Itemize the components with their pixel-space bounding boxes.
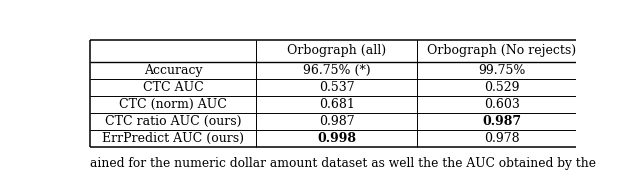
Text: 0.537: 0.537 [319,81,355,94]
Text: 0.998: 0.998 [317,132,356,145]
Text: 0.987: 0.987 [482,115,521,128]
Text: CTC AUC: CTC AUC [143,81,204,94]
Text: 0.529: 0.529 [484,81,519,94]
Text: CTC (norm) AUC: CTC (norm) AUC [119,98,227,111]
Text: 96.75% (*): 96.75% (*) [303,64,371,77]
Text: 0.603: 0.603 [484,98,520,111]
Text: 99.75%: 99.75% [478,64,525,77]
Text: 0.978: 0.978 [484,132,520,145]
Text: ained for the numeric dollar amount dataset as well the the AUC obtained by the: ained for the numeric dollar amount data… [90,157,596,170]
Text: Orbograph (all): Orbograph (all) [287,44,387,57]
Text: 0.681: 0.681 [319,98,355,111]
Text: Orbograph (No rejects): Orbograph (No rejects) [427,44,576,57]
Text: ErrPredict AUC (ours): ErrPredict AUC (ours) [102,132,244,145]
Text: Accuracy: Accuracy [144,64,202,77]
Text: 0.987: 0.987 [319,115,355,128]
Text: CTC ratio AUC (ours): CTC ratio AUC (ours) [105,115,241,128]
